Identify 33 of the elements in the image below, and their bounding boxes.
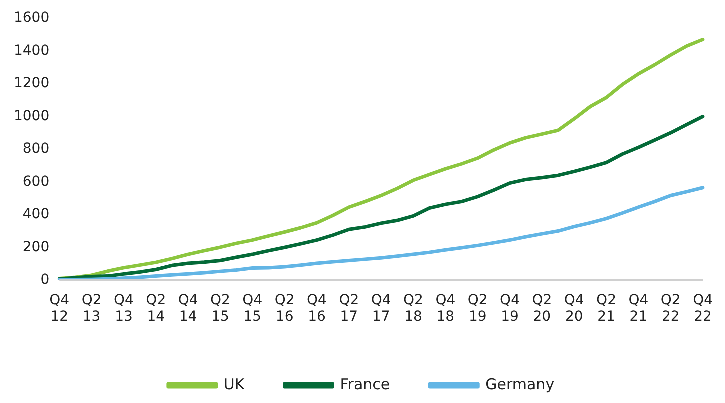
x-tick-label: Q2 16 [274,292,295,326]
x-tick-label: Q4 18 [436,292,456,326]
x-tick-label: Q2 22 [660,292,681,326]
x-tick-label: Q4 12 [50,292,70,326]
x-tick-label: Q2 19 [468,292,488,326]
x-tick-label: Q4 17 [371,292,392,326]
y-tick-label: 600 [22,174,50,190]
x-tick-label: Q4 21 [628,292,649,326]
x-tick-label: Q4 14 [178,292,198,326]
x-tick-label: Q2 18 [404,292,424,326]
y-tick-label: 1200 [14,76,50,92]
y-tick-label: 0 [40,272,50,288]
y-tick-label: 1400 [14,42,50,59]
x-tick-label: Q2 14 [146,292,166,326]
legend-label: France [340,375,390,394]
y-tick-label: 400 [22,206,50,223]
y-tick-label: 1000 [14,108,50,124]
legend-label: UK [224,375,246,394]
legend-label: Germany [486,375,555,394]
y-tick-label: 800 [22,141,50,158]
x-tick-label: Q4 22 [693,292,714,326]
x-tick-label: Q2 13 [82,292,102,326]
y-tick-label: 1600 [14,10,50,26]
x-tick-label: Q2 21 [596,292,616,326]
x-tick-label: Q4 15 [242,292,263,326]
x-tick-label: Q2 20 [532,292,552,326]
x-tick-label: Q2 15 [210,292,230,326]
y-tick-label: 200 [22,239,50,256]
x-tick-label: Q4 16 [307,292,328,326]
x-tick-label: Q4 19 [500,292,520,326]
x-tick-label: Q4 13 [114,292,134,326]
x-tick-label: Q4 20 [564,292,584,326]
x-tick-label: Q2 17 [339,292,360,326]
